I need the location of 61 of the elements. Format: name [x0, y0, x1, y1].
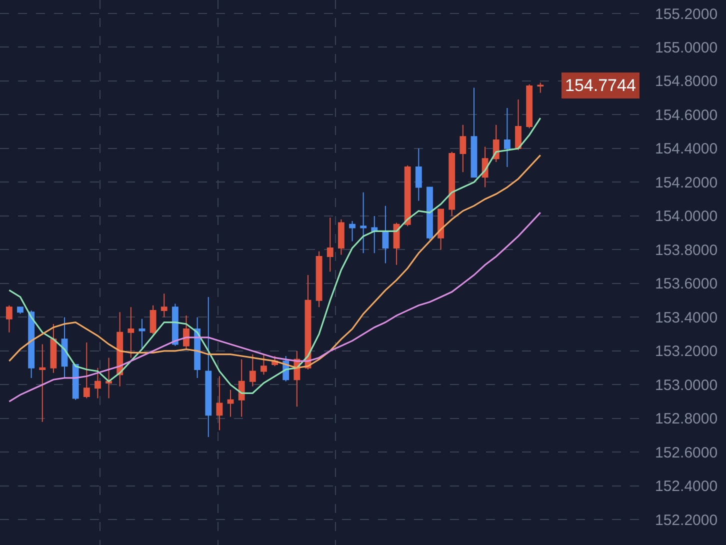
candlestick — [83, 342, 90, 399]
candlestick — [183, 315, 190, 350]
candlestick — [360, 192, 367, 254]
candlestick — [17, 306, 24, 314]
y-tick-label: 154.6000 — [655, 106, 718, 124]
y-tick-label: 152.2000 — [655, 512, 718, 529]
y-tick-label: 155.0000 — [655, 39, 718, 56]
candlestick — [138, 318, 146, 350]
candlestick — [249, 354, 256, 387]
candlestick — [371, 215, 378, 254]
y-tick-label: 152.8000 — [655, 410, 718, 428]
candlestick — [326, 217, 334, 272]
candlestick — [50, 323, 57, 374]
candlestick — [205, 296, 212, 438]
candlestick — [128, 306, 134, 358]
candlestick — [61, 316, 68, 378]
candlestick — [526, 84, 533, 129]
candlestick — [448, 151, 456, 216]
y-tick-label: 152.6000 — [655, 444, 718, 462]
candlestick — [238, 358, 245, 418]
candlestick — [404, 164, 411, 227]
text: 154.7744 — [565, 76, 636, 95]
y-tick-label: 154.2000 — [655, 174, 718, 192]
candlestick — [470, 87, 478, 178]
candlestick — [150, 304, 156, 335]
y-tick-label: 153.4000 — [655, 309, 718, 326]
candlestick — [537, 82, 544, 94]
candlestick — [106, 357, 112, 399]
candlestick — [216, 376, 223, 431]
candlestick — [28, 310, 35, 378]
candlestick — [415, 148, 422, 202]
candlestick — [515, 99, 522, 151]
candlestick — [349, 220, 356, 242]
candlestick — [426, 186, 433, 240]
candlestick — [338, 218, 344, 256]
y-tick-label: 154.8000 — [655, 73, 718, 90]
y-tick-label: 152.4000 — [655, 478, 718, 496]
candlestick — [227, 389, 234, 418]
y-tick-label: 153.0000 — [655, 376, 718, 394]
y-tick-label: 154.4000 — [655, 140, 718, 158]
candlestick — [504, 107, 510, 168]
y-tick-label: 153.2000 — [655, 343, 718, 360]
line-series — [8, 154, 542, 369]
candlestick — [72, 364, 79, 400]
candlestick — [460, 124, 466, 173]
candlestick — [316, 250, 322, 308]
y-tick-label: 153.8000 — [655, 242, 718, 259]
line-series — [8, 117, 542, 394]
candlestick — [382, 205, 389, 264]
candlestick — [6, 304, 12, 333]
candlestick — [393, 222, 400, 266]
candlestick — [39, 344, 46, 422]
y-tick-label: 154.0000 — [655, 208, 718, 226]
candlestick — [160, 293, 168, 318]
line-series — [8, 212, 542, 402]
candlestick — [260, 354, 267, 376]
candlestick — [94, 367, 101, 399]
candlestick — [438, 208, 444, 250]
y-tick-label: 153.6000 — [655, 276, 718, 293]
y-tick-label: 155.2000 — [655, 6, 718, 23]
candlestick — [172, 303, 178, 346]
